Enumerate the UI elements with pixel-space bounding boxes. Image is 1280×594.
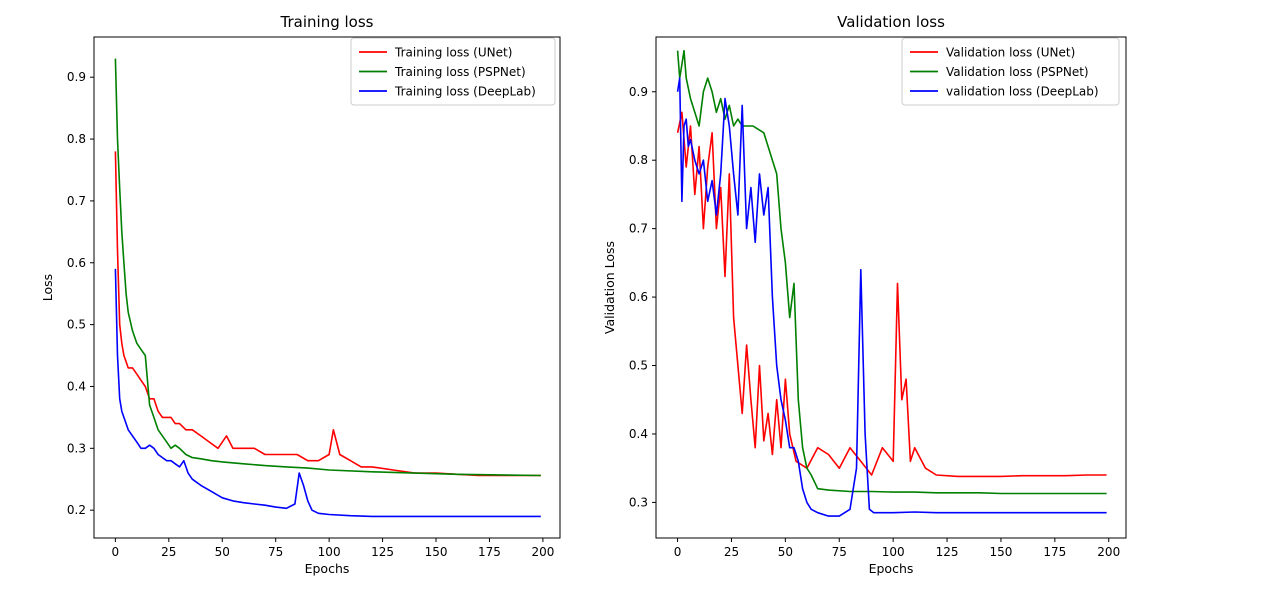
y-tick-label: 0.6 (67, 256, 86, 270)
x-tick-label: 175 (1043, 545, 1066, 559)
legend-label: Validation loss (PSPNet) (946, 65, 1089, 79)
x-tick-label: 150 (425, 545, 448, 559)
y-tick-label: 0.4 (629, 427, 648, 441)
axes-frame (93, 36, 561, 539)
y-tick-label: 0.3 (67, 441, 86, 455)
y-tick-label: 0.6 (629, 290, 648, 304)
y-tick-label: 0.8 (629, 153, 648, 167)
x-tick-label: 125 (371, 545, 394, 559)
series-line-validation-loss-pspnet (676, 49, 1107, 495)
y-tick-label: 0.9 (67, 70, 86, 84)
y-tick-label: 0.8 (67, 132, 86, 146)
y-tick-label: 0.3 (629, 495, 648, 509)
axes-frame (655, 36, 1127, 539)
legend-label: Validation loss (UNet) (946, 46, 1075, 60)
x-tick-label: 25 (161, 545, 176, 559)
y-tick-label: 0.7 (67, 194, 86, 208)
x-tick-label: 150 (990, 545, 1013, 559)
x-tick-label: 50 (778, 545, 793, 559)
x-tick-label: 100 (882, 545, 905, 559)
x-tick-label: 75 (832, 545, 847, 559)
x-tick-label: 0 (112, 545, 120, 559)
training-loss-chart: 0 25 50 75 100 125 150 175 200 0.2 0.3 0.4 0.5 0.6 0.7… (40, 13, 561, 576)
legend-box (901, 37, 1120, 106)
validation-loss-chart: 0 25 50 75 100 125 150 175 200 0.3 0.4 0.5 0.6 0.7 0.8… (602, 13, 1127, 576)
x-tick-label: 50 (215, 545, 230, 559)
y-tick-label: 0.5 (67, 318, 86, 332)
legend-label: Training loss (DeepLab) (394, 85, 536, 99)
x-tick-label: 200 (1097, 545, 1120, 559)
x-tick-label: 175 (478, 545, 501, 559)
x-tick-label: 25 (724, 545, 739, 559)
legend-box (350, 37, 556, 106)
y-tick-label: 0.9 (629, 85, 648, 99)
legend-label: validation loss (DeepLab) (946, 85, 1099, 99)
y-tick-label: 0.7 (629, 222, 648, 236)
x-tick-label: 75 (268, 545, 283, 559)
series-line-training-loss-pspnet (114, 58, 541, 477)
y-tick-label: 0.4 (67, 379, 86, 393)
x-tick-label: 125 (936, 545, 959, 559)
y-tick-label: 0.2 (67, 503, 86, 517)
chart-title: Training loss (280, 13, 374, 31)
y-axis-label: Loss (40, 274, 55, 301)
legend-label: Training loss (PSPNet) (394, 65, 526, 79)
series-line-training-loss-deeplab (114, 268, 541, 518)
x-axis-label: Epochs (869, 561, 914, 576)
chart-title: Validation loss (837, 13, 945, 31)
x-tick-label: 0 (674, 545, 682, 559)
y-axis-label: Validation Loss (602, 241, 617, 334)
y-tick-label: 0.5 (629, 359, 648, 373)
x-tick-label: 100 (318, 545, 341, 559)
x-tick-label: 200 (531, 545, 554, 559)
legend-label: Training loss (UNet) (394, 46, 512, 60)
series-line-training-loss-unet (114, 151, 541, 477)
x-axis-label: Epochs (305, 561, 350, 576)
series-line-validation-loss-unet (676, 111, 1107, 478)
series-line-validation-loss-deeplab (676, 77, 1107, 517)
